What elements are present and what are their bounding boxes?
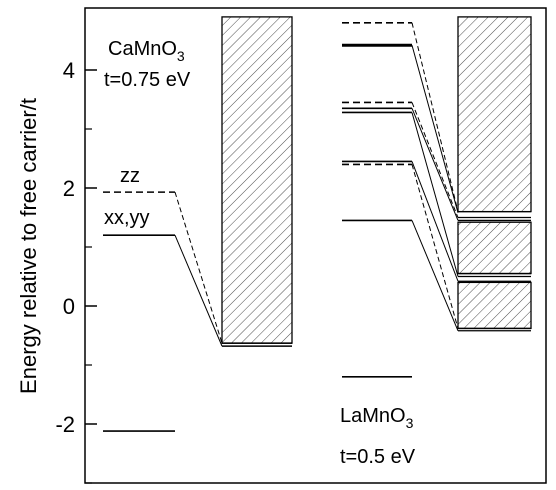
level-label-zz: zz — [120, 165, 140, 187]
y-tick-label: 4 — [63, 58, 75, 83]
lamno3-connector — [411, 108, 459, 221]
lamno3-connector — [411, 164, 459, 329]
y-axis-label: Energy relative to free carrier/t — [16, 98, 41, 394]
lamno3-subscript: 3 — [406, 415, 414, 431]
continuum-bands — [221, 16, 532, 347]
camno3-label: CaMnO3 — [108, 38, 185, 64]
lamno3-continuum-band — [457, 281, 532, 330]
camno3-connector — [174, 235, 223, 347]
lamno3-continuum-band — [457, 221, 532, 275]
camno3-continuum-band — [221, 16, 293, 344]
camno3-connector — [174, 191, 223, 344]
y-tick-label: 0 — [63, 294, 75, 319]
lamno3-label: LaMnO3 — [340, 405, 414, 431]
lamno3-hopping: t=0.5 eV — [340, 446, 416, 468]
y-tick-label: 2 — [63, 176, 75, 201]
camno3-subscript: 3 — [177, 48, 185, 64]
lamno3-connector — [411, 161, 459, 282]
plot-frame — [84, 7, 547, 484]
level-label-xx-yy: xx,yy — [104, 207, 150, 229]
lamno3-connector — [411, 220, 459, 331]
lamno3-connector — [411, 112, 459, 277]
lamno3-formula: LaMnO — [340, 405, 406, 427]
energy-levels — [103, 21, 412, 432]
camno3-formula: CaMnO — [108, 38, 177, 60]
camno3-hopping: t=0.75 eV — [104, 69, 191, 91]
level-connectors — [174, 22, 459, 347]
lamno3-connector — [411, 102, 459, 218]
lamno3-continuum-band — [457, 16, 532, 213]
y-axis-ticks: -2 0 2 4 — [55, 58, 97, 484]
y-tick-label: -2 — [55, 412, 75, 437]
lamno3-connector — [411, 22, 459, 212]
lamno3-connector — [411, 45, 459, 213]
